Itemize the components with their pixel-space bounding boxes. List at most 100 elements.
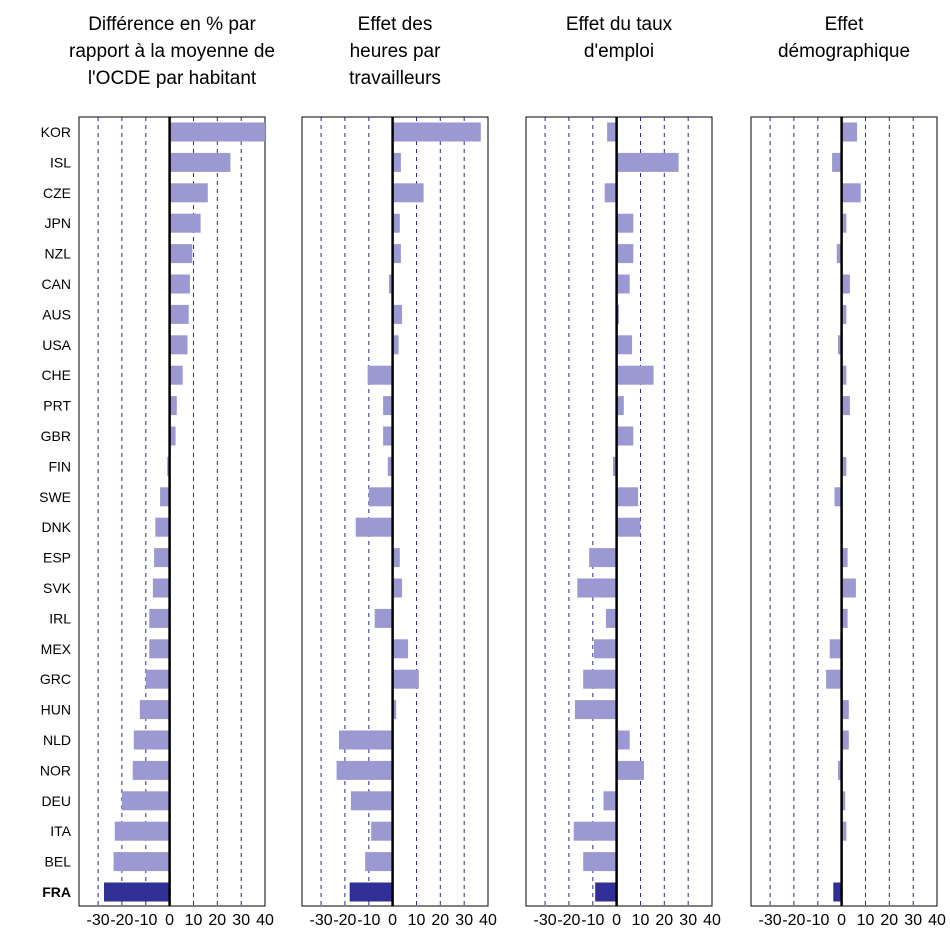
category-label-svk: SVK bbox=[43, 580, 72, 596]
panel-1-bar-nzl bbox=[169, 244, 193, 264]
panel-4-frame bbox=[750, 116, 938, 907]
panel-1-bar-ita bbox=[114, 821, 170, 841]
panel-1-bar-dnk bbox=[155, 517, 170, 537]
panel-2-xtick-label--20: -20 bbox=[333, 912, 356, 926]
panel-2-bar-nor bbox=[336, 760, 393, 780]
panel-2-title-line-1: Effet des bbox=[358, 14, 433, 35]
panel-1-xtick-label-30: 30 bbox=[232, 912, 250, 926]
category-label-nor: NOR bbox=[40, 762, 71, 778]
category-label-ita: ITA bbox=[50, 823, 71, 839]
panel-4-bar-can bbox=[841, 274, 850, 294]
panel-4-bar-kor bbox=[841, 122, 858, 142]
panel-2-xtick-label-30: 30 bbox=[455, 912, 473, 926]
panel-1-xtick-label-10: 10 bbox=[185, 912, 203, 926]
panel-2-bar-ita bbox=[371, 821, 393, 841]
panel-2-bar-prt bbox=[383, 396, 393, 416]
panel-3-bar-ita bbox=[573, 821, 617, 841]
panel-2-bar-dnk bbox=[355, 517, 393, 537]
panel-2-bar-nzl bbox=[392, 244, 401, 264]
panel-3-bar-irl bbox=[605, 608, 617, 628]
panel-4-xtick-label-10: 10 bbox=[857, 912, 875, 926]
category-label-grc: GRC bbox=[40, 671, 71, 687]
panel-1-xtick-label-40: 40 bbox=[256, 912, 274, 926]
panel-1-title-line-1: Différence en % par bbox=[88, 14, 256, 35]
panel-2-bar-fra bbox=[349, 882, 393, 902]
panel-1-bar-usa bbox=[169, 335, 188, 355]
panel-4-bar-fra bbox=[833, 882, 842, 902]
panel-2-bar-hun bbox=[392, 700, 397, 720]
panel-3-bar-esp bbox=[589, 548, 617, 568]
category-label-dnk: DNK bbox=[41, 519, 71, 535]
panel-1-bar-can bbox=[169, 274, 190, 294]
panel-2-bar-svk bbox=[392, 578, 403, 598]
panel-2-bar-usa bbox=[392, 335, 399, 355]
panel-1-bar-bel bbox=[113, 852, 170, 872]
panel-3-bar-jpn bbox=[616, 213, 634, 233]
panel-2-bar-can bbox=[389, 274, 393, 294]
panel-1-bar-svk bbox=[152, 578, 170, 598]
panel-2-bar-nld bbox=[339, 730, 393, 750]
panel-1-bar-prt bbox=[169, 396, 177, 416]
panel-1-bar-gbr bbox=[169, 426, 176, 446]
panel-1-bar-che bbox=[169, 365, 183, 385]
panel-3-bar-hun bbox=[574, 700, 617, 720]
panel-4-bar-che bbox=[841, 365, 847, 385]
panel-2-bar-mex bbox=[392, 639, 409, 659]
category-label-aus: AUS bbox=[42, 306, 71, 322]
panel-1-bar-deu bbox=[121, 791, 170, 811]
panel-4-bar-jpn bbox=[841, 213, 847, 233]
category-label-fra: FRA bbox=[42, 884, 71, 900]
panel-3-bar-nor bbox=[616, 760, 644, 780]
panel-1-bar-isl bbox=[169, 152, 231, 172]
panel-3-bar-deu bbox=[603, 791, 617, 811]
panel-4-xtick-label-20: 20 bbox=[880, 912, 898, 926]
panel-4-bar-isl bbox=[832, 152, 842, 172]
panel-3-bar-bel bbox=[583, 852, 617, 872]
panel-2-xtick-label-0: 0 bbox=[388, 912, 397, 926]
category-label-can: CAN bbox=[41, 276, 71, 292]
panel-1-title-line-3: l'OCDE par habitant bbox=[88, 68, 257, 89]
panel-3-bar-nld bbox=[616, 730, 630, 750]
panel-2-bar-irl bbox=[374, 608, 393, 628]
panel-4-bar-swe bbox=[834, 487, 842, 507]
panel-4-bar-cze bbox=[841, 183, 861, 203]
panel-3-xtick-label-20: 20 bbox=[655, 912, 673, 926]
panel-1-bar-cze bbox=[169, 183, 208, 203]
panel-4-bar-svk bbox=[841, 578, 856, 598]
panel-3-xtick-label--10: -10 bbox=[581, 912, 604, 926]
panel-2-xtick-label--30: -30 bbox=[310, 912, 333, 926]
panel-2-bar-swe bbox=[368, 487, 393, 507]
panel-1-bar-swe bbox=[160, 487, 170, 507]
panel-1-bar-irl bbox=[149, 608, 170, 628]
panel-2-bar-isl bbox=[392, 152, 401, 172]
panel-1-xtick-label-20: 20 bbox=[208, 912, 226, 926]
panel-4-bar-nor bbox=[838, 760, 842, 780]
panel-2-bar-che bbox=[367, 365, 393, 385]
category-label-kor: KOR bbox=[41, 124, 71, 140]
panel-1-bar-mex bbox=[149, 639, 170, 659]
panel-4-bar-grc bbox=[826, 669, 842, 689]
panel-1-xtick-label--30: -30 bbox=[87, 912, 110, 926]
panel-3-xtick-label--30: -30 bbox=[534, 912, 557, 926]
panel-4-title-line-2: démographique bbox=[778, 41, 910, 62]
panel-2-xtick-label-40: 40 bbox=[479, 912, 497, 926]
panel-2-bar-grc bbox=[392, 669, 419, 689]
panel-1-bar-fra bbox=[104, 882, 170, 902]
panel-2-bar-kor bbox=[392, 122, 481, 142]
panel-2-xtick-label-20: 20 bbox=[431, 912, 449, 926]
panel-3-bar-cze bbox=[604, 183, 617, 203]
category-label-jpn: JPN bbox=[45, 215, 71, 231]
panel-1-xtick-label--10: -10 bbox=[134, 912, 157, 926]
panel-4-bar-aus bbox=[841, 304, 847, 324]
panel-1-xtick-label--20: -20 bbox=[110, 912, 133, 926]
panel-4-xtick-label-0: 0 bbox=[837, 912, 846, 926]
panel-4-bar-nzl bbox=[836, 244, 842, 264]
category-label-swe: SWE bbox=[39, 489, 71, 505]
panel-4-xtick-label--30: -30 bbox=[759, 912, 782, 926]
panel-1-bar-jpn bbox=[169, 213, 201, 233]
panel-1-bar-aus bbox=[169, 304, 189, 324]
category-label-irl: IRL bbox=[49, 610, 71, 626]
panel-4-bar-esp bbox=[841, 548, 848, 568]
